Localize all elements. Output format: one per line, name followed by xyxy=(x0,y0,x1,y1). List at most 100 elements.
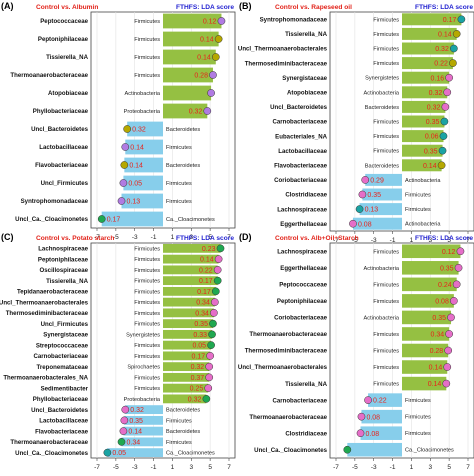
phylum-label: Firmicutes xyxy=(166,418,192,424)
significance-dot xyxy=(207,89,215,97)
taxon-label: Tissierella_NA xyxy=(285,31,327,38)
significance-dot xyxy=(456,247,465,256)
significance-dot xyxy=(204,384,213,392)
x-tick-label: -3 xyxy=(132,464,138,471)
phylum-label: Firmicutes xyxy=(405,415,431,421)
lda-bar xyxy=(402,327,450,341)
plot-frame xyxy=(329,11,474,232)
phylum-label: Proteobacteria xyxy=(124,109,161,115)
p-value-label: 0.29 xyxy=(370,178,384,185)
significance-dot xyxy=(445,330,453,338)
phylum-label: Firmicutes xyxy=(373,17,399,23)
taxon-label: Lachnospiraceae xyxy=(277,206,327,213)
x-tick-label: -7 xyxy=(94,234,100,241)
x-tick-label: -1 xyxy=(390,237,396,244)
p-value-label: 0.17 xyxy=(199,278,213,285)
phylum-label: Firmicutes xyxy=(373,382,399,388)
significance-dot xyxy=(119,179,128,187)
lda-bar xyxy=(163,362,210,372)
phylum-label: Firmicutes xyxy=(166,181,192,187)
phylum-label: Firmicutes xyxy=(373,282,399,288)
p-value-label: 0.32 xyxy=(427,105,441,112)
p-value-label: 0.14 xyxy=(129,163,143,170)
p-value-label: 0.17 xyxy=(443,17,457,24)
significance-dot xyxy=(217,17,226,25)
phylum-label: Bacteroidetes xyxy=(166,163,200,169)
lda-bar xyxy=(402,343,449,358)
lda-bar xyxy=(347,442,402,457)
lda-bar xyxy=(163,67,213,83)
lda-bar xyxy=(163,254,219,264)
lda-bar xyxy=(163,243,221,253)
significance-dot xyxy=(450,44,458,53)
phylum-label: Firmicutes xyxy=(373,61,399,67)
p-value-label: 0.12 xyxy=(203,19,217,26)
taxon-label: Uncl_Firmicutes xyxy=(41,180,89,187)
phylum-label: Firmicutes xyxy=(134,354,160,360)
phylum-label: Firmicutes xyxy=(373,149,399,155)
phylum-label: Firmicutes xyxy=(373,249,399,255)
p-value-label: 0.35 xyxy=(194,321,208,328)
p-value-label: 0.05 xyxy=(112,450,126,457)
x-tick-label: -5 xyxy=(113,464,119,471)
taxon-label: Lactobacillaceae xyxy=(39,418,88,425)
taxon-label: Phyllobacteriaceae xyxy=(33,396,89,403)
taxon-label: Uncl_Bacteroidetes xyxy=(31,407,89,414)
phylum-label: Firmicutes xyxy=(134,311,160,317)
x-tick-label: 3 xyxy=(189,234,193,241)
significance-dot xyxy=(209,71,217,79)
phylum-label: Firmicutes xyxy=(405,193,431,199)
p-value-label: 0.32 xyxy=(188,396,202,403)
significance-dot xyxy=(205,362,214,371)
phylum-label: Actinobacteria xyxy=(364,266,400,272)
x-tick-label: 5 xyxy=(447,237,451,244)
lda-bar xyxy=(163,383,209,393)
phylum-label: Firmicutes xyxy=(134,37,160,43)
significance-dot xyxy=(117,197,126,205)
significance-dot xyxy=(211,298,219,306)
lda-bar xyxy=(163,308,214,318)
significance-dot xyxy=(343,445,352,454)
p-value-label: 0.14 xyxy=(429,365,443,372)
taxon-label: Carnobacteriaceae xyxy=(272,119,327,126)
phylum-label: Firmicutes xyxy=(373,120,399,126)
phylum-label: Bacteroidetes xyxy=(166,127,200,133)
lda-bar xyxy=(163,276,218,286)
p-value-label: 0.14 xyxy=(130,145,144,152)
significance-dot xyxy=(440,117,449,126)
p-value-label: 0.22 xyxy=(434,61,448,68)
lda-bar xyxy=(123,426,163,436)
taxon-label: Oscillospiraceae xyxy=(40,267,89,274)
phylum-label: Bacteroidetes xyxy=(365,163,399,169)
significance-dot xyxy=(443,88,452,97)
lda-bar xyxy=(359,203,402,216)
taxon-label: Coriobacteriaceae xyxy=(274,315,327,322)
p-value-label: 0.08 xyxy=(366,431,380,438)
lda-bar xyxy=(163,351,211,361)
taxon-label: Thermosediminibacteraceae xyxy=(245,348,328,355)
lda-bar xyxy=(124,157,163,173)
taxon-label: Tissierella_NA xyxy=(46,278,88,285)
significance-dot xyxy=(454,263,463,272)
significance-dot xyxy=(439,132,448,140)
taxon-label: Synergistaceae xyxy=(43,332,88,339)
lda-bar xyxy=(402,277,457,292)
score-label: FTHFS: LDA score xyxy=(176,4,234,11)
significance-dot xyxy=(214,255,223,263)
phylum-label: Firmicutes xyxy=(166,145,192,151)
lda-bar xyxy=(365,173,402,186)
phylum-label: Firmicutes xyxy=(134,375,160,381)
lda-bar xyxy=(402,71,450,84)
lda-bar xyxy=(352,217,402,230)
lda-bar xyxy=(402,244,461,259)
taxon-label: Syntrophomonadaceae xyxy=(21,198,89,205)
taxon-label: Sedimentibacter xyxy=(41,385,89,392)
p-value-label: 0.32 xyxy=(189,109,203,116)
lda-bar xyxy=(163,372,210,382)
significance-dot xyxy=(97,215,106,223)
lda-bar xyxy=(402,27,457,40)
plot-frame xyxy=(90,11,236,229)
phylum-label: Bacteroidetes xyxy=(365,105,399,111)
taxon-label: Clostridiaceae xyxy=(285,430,327,437)
